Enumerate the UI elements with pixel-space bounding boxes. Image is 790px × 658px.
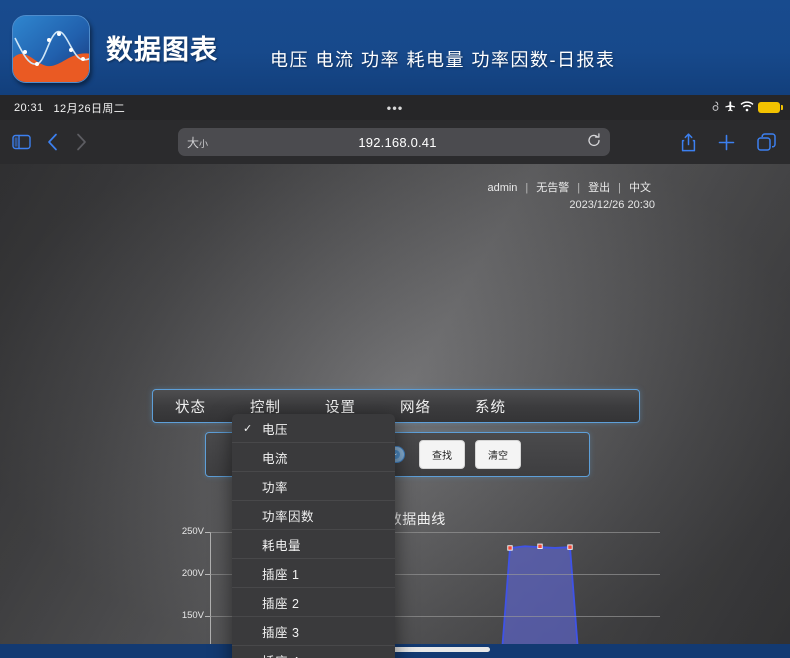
dropdown-item-3[interactable]: 功率 [232, 472, 395, 501]
chart-plot [500, 543, 580, 658]
y-axis-tick [205, 574, 210, 575]
tab-status[interactable]: 状态 [175, 399, 206, 416]
dropdown-item-6[interactable]: 插座 1 [232, 559, 395, 588]
alarm-status-link[interactable]: 无告警 [536, 182, 570, 194]
banner-subtitle: 电压 电流 功率 耗电量 功率因数-日报表 [270, 49, 616, 70]
status-center-dots: ••• [386, 100, 404, 115]
airplane-mode-icon [724, 100, 736, 115]
reload-icon[interactable] [587, 133, 601, 151]
sidebar-toggle-icon[interactable] [12, 134, 31, 150]
plus-icon[interactable] [718, 134, 735, 151]
page-zoom-aa-button[interactable]: 大小 [187, 135, 209, 150]
y-axis-tick [205, 616, 210, 617]
language-link[interactable]: 中文 [629, 182, 651, 194]
dropdown-item-label: 电压 [262, 422, 289, 437]
dropdown-item-label: 功率因数 [262, 509, 315, 524]
y-axis-label: 200V [181, 568, 204, 579]
dropdown-item-label: 功率 [262, 480, 289, 495]
tabs-overview-icon[interactable] [757, 132, 776, 152]
account-user: admin [487, 182, 518, 194]
dropdown-item-label: 电流 [262, 451, 289, 466]
separator-1: | [525, 182, 529, 194]
grid-line [210, 574, 660, 575]
banner-title: 数据图表 [106, 35, 218, 65]
y-axis-tick [205, 532, 210, 533]
dropdown-item-1[interactable]: ✓ 电压 [232, 414, 395, 443]
address-bar[interactable]: 大小 192.168.0.41 [178, 128, 610, 156]
tab-system[interactable]: 系统 [475, 399, 506, 416]
chart-data-point[interactable] [567, 544, 573, 550]
url-text[interactable]: 192.168.0.41 [358, 134, 437, 150]
server-datetime: 2023/12/26 20:30 [569, 199, 655, 212]
grid-line [210, 532, 660, 533]
separator-3: | [618, 182, 621, 194]
clear-button[interactable]: 清空 [475, 440, 521, 469]
dropdown-item-label: 插座 2 [262, 596, 300, 611]
dropdown-item-label: 插座 1 [262, 567, 300, 582]
y-axis [210, 532, 211, 658]
chevron-updown-icon: ⌄ [391, 450, 400, 459]
chart-wave-logo-icon [12, 14, 90, 83]
y-axis-label: 150V [181, 610, 204, 621]
toolbar-right-actions [681, 132, 776, 152]
checkmark-icon: ✓ [243, 422, 253, 435]
dropdown-item-8[interactable]: 插座 3 [232, 617, 395, 646]
wifi-icon [740, 100, 754, 115]
dropdown-item-label: 插座 3 [262, 625, 300, 640]
separator-2: | [577, 182, 581, 194]
share-icon[interactable] [681, 132, 696, 152]
web-page-content: admin | 无告警 | 登出 | 中文 2023/12/26 20:30 状态 控制 设… [0, 164, 790, 658]
status-time: 20:31 [14, 101, 44, 114]
dropdown-item-label: 耗电量 [262, 538, 302, 553]
status-icons [711, 100, 783, 115]
tab-network[interactable]: 网络 [400, 399, 431, 416]
tab-settings[interactable]: 设置 [325, 399, 356, 416]
app-banner: 数据图表 电压 电流 功率 耗电量 功率因数-日报表 [0, 0, 790, 95]
logout-link[interactable]: 登出 [588, 182, 611, 194]
dropdown-item-5[interactable]: 耗电量 [232, 530, 395, 559]
search-button[interactable]: 查找 [419, 440, 465, 469]
tab-control[interactable]: 控制 [250, 399, 281, 416]
dropdown-item-label: 插座 4 [262, 651, 299, 658]
chart-data-point[interactable] [537, 543, 543, 549]
main-navigation: 状态 控制 设置 网络 系统 [152, 389, 640, 423]
voltage-chart: 0V50V100V150V200V250V1日3日5日7日9日11日13日15日… [120, 524, 670, 658]
chart-data-point[interactable] [507, 545, 513, 551]
home-indicator [300, 647, 490, 652]
y-axis-label: 250V [181, 526, 204, 537]
dropdown-item-2[interactable]: 电流 [232, 443, 395, 472]
account-bar: admin | 无告警 | 登出 | 中文 2023/12/26 20:30 [483, 180, 655, 214]
dropdown-item-9[interactable]: 插座 4 [232, 646, 395, 658]
ipad-screenshot: 20:31 12月26日周二 ••• 大小 [0, 95, 790, 658]
back-button[interactable] [47, 133, 58, 151]
rotation-lock-icon [711, 101, 720, 115]
dropdown-item-4[interactable]: 功率因数 [232, 501, 395, 530]
dropdown-item-7[interactable]: 插座 2 [232, 588, 395, 617]
account-links: admin | 无告警 | 登出 | 中文 [483, 180, 655, 197]
status-date: 12月26日周二 [53, 102, 126, 115]
ios-status-bar: 20:31 12月26日周二 ••• [0, 95, 790, 120]
grid-line [210, 616, 660, 617]
safari-toolbar: 大小 192.168.0.41 [0, 120, 790, 164]
battery-icon [758, 102, 783, 113]
forward-button [76, 133, 87, 151]
